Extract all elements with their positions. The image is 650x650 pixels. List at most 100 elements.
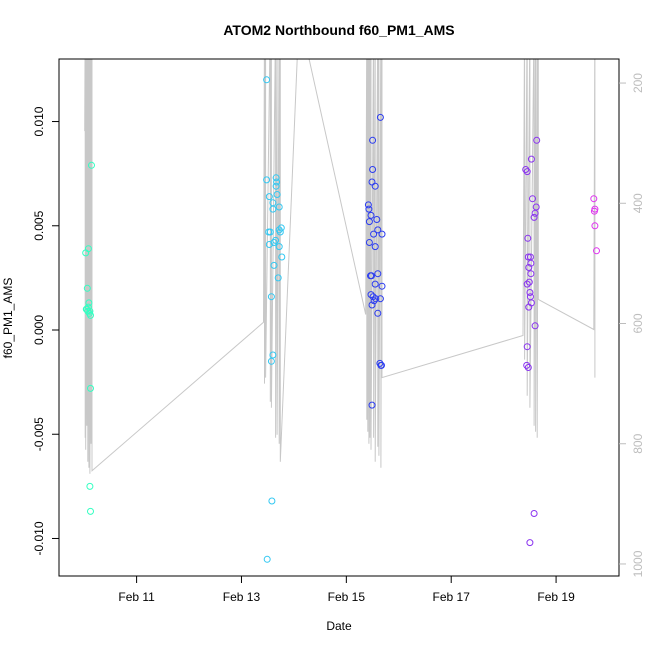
data-point	[372, 295, 380, 303]
data-point	[525, 303, 533, 311]
data-point	[272, 174, 280, 182]
data-point	[591, 222, 599, 230]
data-point	[274, 274, 282, 282]
series-1	[82, 161, 95, 515]
data-point	[527, 270, 535, 278]
data-point	[524, 234, 532, 242]
data-points	[82, 76, 600, 563]
data-point	[526, 289, 534, 296]
series-5	[590, 195, 600, 255]
data-point	[369, 136, 377, 144]
x-tick-label: Feb 13	[223, 590, 261, 604]
data-point	[523, 168, 531, 176]
data-point	[371, 243, 379, 251]
y-tick-label: 0.000	[32, 315, 46, 345]
data-point	[85, 299, 93, 307]
data-point	[374, 226, 382, 234]
right-tick-label: 1000	[631, 550, 645, 577]
data-point	[378, 361, 385, 369]
data-point	[87, 507, 94, 515]
data-point	[367, 211, 375, 219]
data-point	[263, 76, 271, 84]
data-point	[533, 136, 541, 144]
series-3	[364, 113, 386, 409]
data-point	[263, 176, 271, 184]
data-point	[365, 218, 373, 226]
data-point	[270, 239, 278, 246]
x-tick-label: Feb 19	[537, 590, 575, 604]
data-point	[370, 297, 378, 305]
data-point	[367, 272, 374, 280]
y-axis-title: f60_PM1_AMS	[1, 278, 15, 359]
data-point	[529, 195, 536, 203]
data-point	[88, 161, 95, 169]
y-axis-left: -0.010 -0.005 0.000 0.005 0.010	[32, 106, 59, 555]
data-point	[265, 241, 273, 248]
y-axis-right: 200 400 600 800 1000	[619, 73, 645, 577]
data-point	[276, 228, 284, 236]
data-point	[373, 216, 381, 223]
plot-frame	[58, 58, 620, 577]
data-point	[371, 280, 379, 288]
data-point	[523, 361, 531, 369]
data-point	[530, 510, 538, 517]
y-tick-label: 0.010	[32, 106, 46, 136]
data-point	[530, 213, 538, 221]
data-point	[273, 191, 281, 198]
data-point	[365, 205, 373, 213]
data-point	[266, 228, 274, 236]
data-point	[269, 205, 277, 213]
right-tick-label: 200	[631, 73, 645, 93]
data-point	[277, 224, 285, 232]
y-tick-label: -0.010	[32, 521, 46, 555]
data-point	[263, 555, 271, 563]
data-point	[367, 291, 375, 299]
data-point	[368, 301, 376, 309]
data-point	[86, 482, 94, 490]
data-point	[593, 247, 600, 255]
data-point	[526, 539, 534, 547]
data-point	[275, 203, 283, 211]
data-point	[82, 305, 90, 313]
data-point	[272, 236, 280, 244]
data-point	[278, 253, 286, 261]
data-point	[374, 309, 382, 317]
series-4	[522, 136, 541, 547]
data-point	[590, 207, 598, 215]
data-point	[87, 384, 94, 392]
right-tick-label: 400	[631, 193, 645, 213]
data-point	[370, 230, 378, 238]
data-point	[86, 307, 94, 315]
data-point	[371, 182, 379, 190]
data-point	[365, 239, 373, 246]
data-point	[273, 178, 281, 186]
data-point	[267, 293, 275, 301]
data-point	[531, 322, 539, 330]
data-point	[83, 284, 91, 292]
data-point	[525, 278, 533, 286]
data-point	[376, 295, 384, 303]
data-point	[84, 245, 92, 253]
data-point	[369, 166, 377, 173]
right-tick-label: 800	[631, 433, 645, 453]
altitude-track-line	[84, 59, 596, 474]
data-point	[268, 497, 276, 505]
y-tick-label: -0.005	[32, 417, 46, 451]
data-point	[590, 195, 598, 203]
data-point	[270, 261, 278, 269]
y-tick-label: 0.005	[32, 210, 46, 240]
data-point	[87, 311, 94, 319]
data-point	[524, 253, 532, 261]
data-point	[523, 343, 531, 351]
data-point	[525, 264, 533, 271]
data-point	[267, 357, 275, 365]
right-tick-label: 600	[631, 313, 645, 333]
x-axis-title: Date	[326, 619, 352, 633]
data-point	[374, 270, 382, 278]
data-point	[364, 201, 372, 209]
data-point	[269, 351, 277, 359]
data-point	[265, 193, 273, 201]
data-point	[368, 401, 376, 409]
series-2	[263, 76, 286, 563]
